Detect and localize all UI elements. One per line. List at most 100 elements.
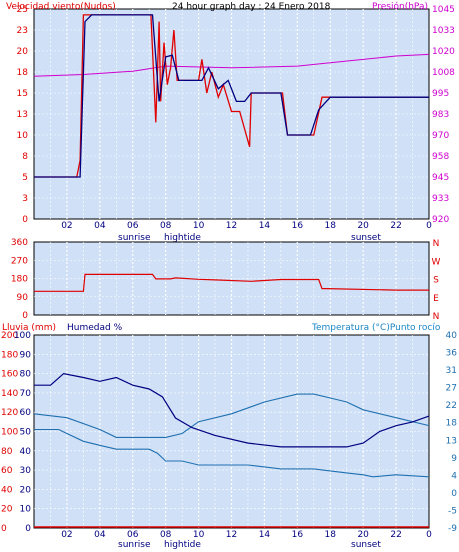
wind-tick-label: 3 — [22, 194, 28, 204]
temp-x-ticks: 02 04 06 08 10 12 14 16 18 20 22 0 — [61, 530, 432, 540]
x-tick-label: 10 — [193, 221, 205, 231]
x-tick-label: 0 — [426, 530, 432, 540]
humidity-line — [34, 372, 430, 448]
sunrise-marker: sunrise — [118, 233, 151, 243]
sunrise-marker-2: sunrise — [118, 540, 151, 550]
x-tick-label: 12 — [226, 530, 237, 540]
temperature-y-ticks: -9 -5 0 4 9 13 18 22 27 31 36 40 — [446, 331, 458, 534]
pressure-tick-label: 970 — [432, 131, 449, 141]
pressure-y-right-ticks: 920 933 945 958 970 983 995 1008 1020 1033 1045 — [432, 5, 455, 225]
pressure-line — [33, 53, 430, 77]
pressure-tick-label: 920 — [432, 215, 449, 225]
temperature-tick-label: -5 — [448, 506, 457, 516]
humidity-tick-label: 90 — [20, 350, 32, 360]
pressure-tick-label: 945 — [432, 173, 449, 183]
rain-tick-label: 200 — [1, 331, 18, 341]
rain-tick-label: 140 — [1, 389, 18, 399]
x-tick-label: 22 — [390, 221, 401, 231]
rain-tick-label: 20 — [1, 505, 13, 515]
x-tick-label: 04 — [94, 530, 106, 540]
humidity-y-ticks: 0 10 20 30 40 50 60 70 80 90 100 — [14, 331, 31, 534]
temperature-tick-label: 18 — [446, 419, 458, 429]
temp-series — [33, 372, 430, 528]
temperature-tick-label: 4 — [451, 471, 457, 481]
humidity-label: Humedad % — [67, 323, 123, 333]
x-tick-label: 16 — [292, 221, 304, 231]
pressure-tick-label: 1033 — [432, 26, 455, 36]
temperature-tick-label: 27 — [446, 384, 457, 394]
compass-label: N — [433, 312, 440, 322]
humidity-tick-label: 70 — [20, 389, 32, 399]
x-tick-label: 06 — [127, 221, 139, 231]
compass-label: W — [432, 257, 441, 267]
x-tick-label: 08 — [160, 530, 172, 540]
direction-series — [34, 273, 429, 292]
compass-label: S — [433, 276, 439, 286]
pressure-tick-label: 933 — [432, 194, 449, 204]
wind-series — [33, 14, 430, 178]
rain-tick-label: 180 — [1, 350, 18, 360]
direction-tick-label: 90 — [17, 293, 29, 303]
rain-tick-label: 120 — [1, 408, 18, 418]
rain-tick-label: 40 — [1, 485, 13, 495]
x-tick-label: 16 — [292, 530, 304, 540]
humidity-tick-label: 80 — [20, 370, 32, 380]
humidity-tick-label: 30 — [20, 466, 32, 476]
temperature-tick-label: 22 — [446, 401, 457, 411]
direction-grid — [34, 242, 429, 315]
wind-x-ticks: 02 04 06 08 10 12 14 16 18 20 22 0 — [61, 221, 432, 231]
x-tick-label: 18 — [325, 221, 337, 231]
direction-tick-label: 270 — [11, 256, 28, 266]
x-tick-label: 12 — [226, 221, 237, 231]
wind-tick-label: 25 — [17, 5, 28, 15]
x-tick-label: 20 — [357, 221, 369, 231]
direction-tick-label: 360 — [11, 238, 28, 248]
temperature-tick-label: 0 — [451, 489, 457, 499]
rain-tick-label: 100 — [1, 428, 18, 438]
direction-tick-label: 0 — [22, 311, 28, 321]
temperature-tick-label: 36 — [446, 349, 458, 359]
wind-tick-label: 15 — [17, 89, 28, 99]
wind-tick-label: 23 — [17, 26, 28, 36]
wind-tick-label: 20 — [17, 47, 29, 57]
humidity-tick-label: 100 — [14, 331, 31, 341]
x-tick-label: 18 — [325, 530, 337, 540]
dewpoint-line — [34, 428, 430, 478]
compass-label: N — [433, 239, 440, 249]
x-tick-label: 20 — [357, 530, 369, 540]
rain-y-ticks: 0 20 40 60 80 100 120 140 160 180 200 — [1, 331, 18, 534]
humidity-tick-label: 20 — [20, 485, 32, 495]
humidity-tick-label: 0 — [25, 524, 31, 534]
pressure-tick-label: 958 — [432, 152, 449, 162]
temperature-tick-label: -9 — [448, 524, 457, 534]
wind-tick-label: 5 — [22, 173, 28, 183]
x-tick-label: 06 — [127, 530, 139, 540]
rain-label: Lluvia (mm) — [2, 323, 56, 333]
humidity-tick-label: 10 — [20, 505, 32, 515]
wind-tick-label: 8 — [22, 152, 28, 162]
pressure-label: Presión(hPa) — [372, 1, 428, 12]
x-tick-label: 02 — [61, 530, 72, 540]
humidity-tick-label: 60 — [20, 408, 32, 418]
wind-tick-label: 13 — [17, 110, 28, 120]
x-tick-label: 04 — [94, 221, 106, 231]
pressure-tick-label: 983 — [432, 110, 449, 120]
rain-tick-label: 80 — [1, 447, 13, 457]
sunset-marker-2: sunset — [351, 540, 381, 550]
temperature-label: Temperatura (°C)Punto rocío — [311, 323, 441, 333]
wind-tick-label: 10 — [17, 131, 29, 141]
rain-tick-label: 160 — [1, 370, 18, 380]
rain-tick-label: 60 — [1, 466, 13, 476]
direction-tick-label: 180 — [11, 275, 28, 285]
pressure-tick-label: 995 — [432, 89, 449, 99]
direction-y-ticks: 0 90 180 270 360 — [11, 238, 28, 321]
wind-speed-label: Velocidad viento(Nudos) — [6, 2, 116, 12]
rain-tick-label: 0 — [1, 524, 7, 534]
x-tick-label: 14 — [259, 530, 271, 540]
x-tick-label: 22 — [390, 530, 401, 540]
humidity-tick-label: 50 — [20, 428, 32, 438]
direction-line — [34, 273, 429, 292]
